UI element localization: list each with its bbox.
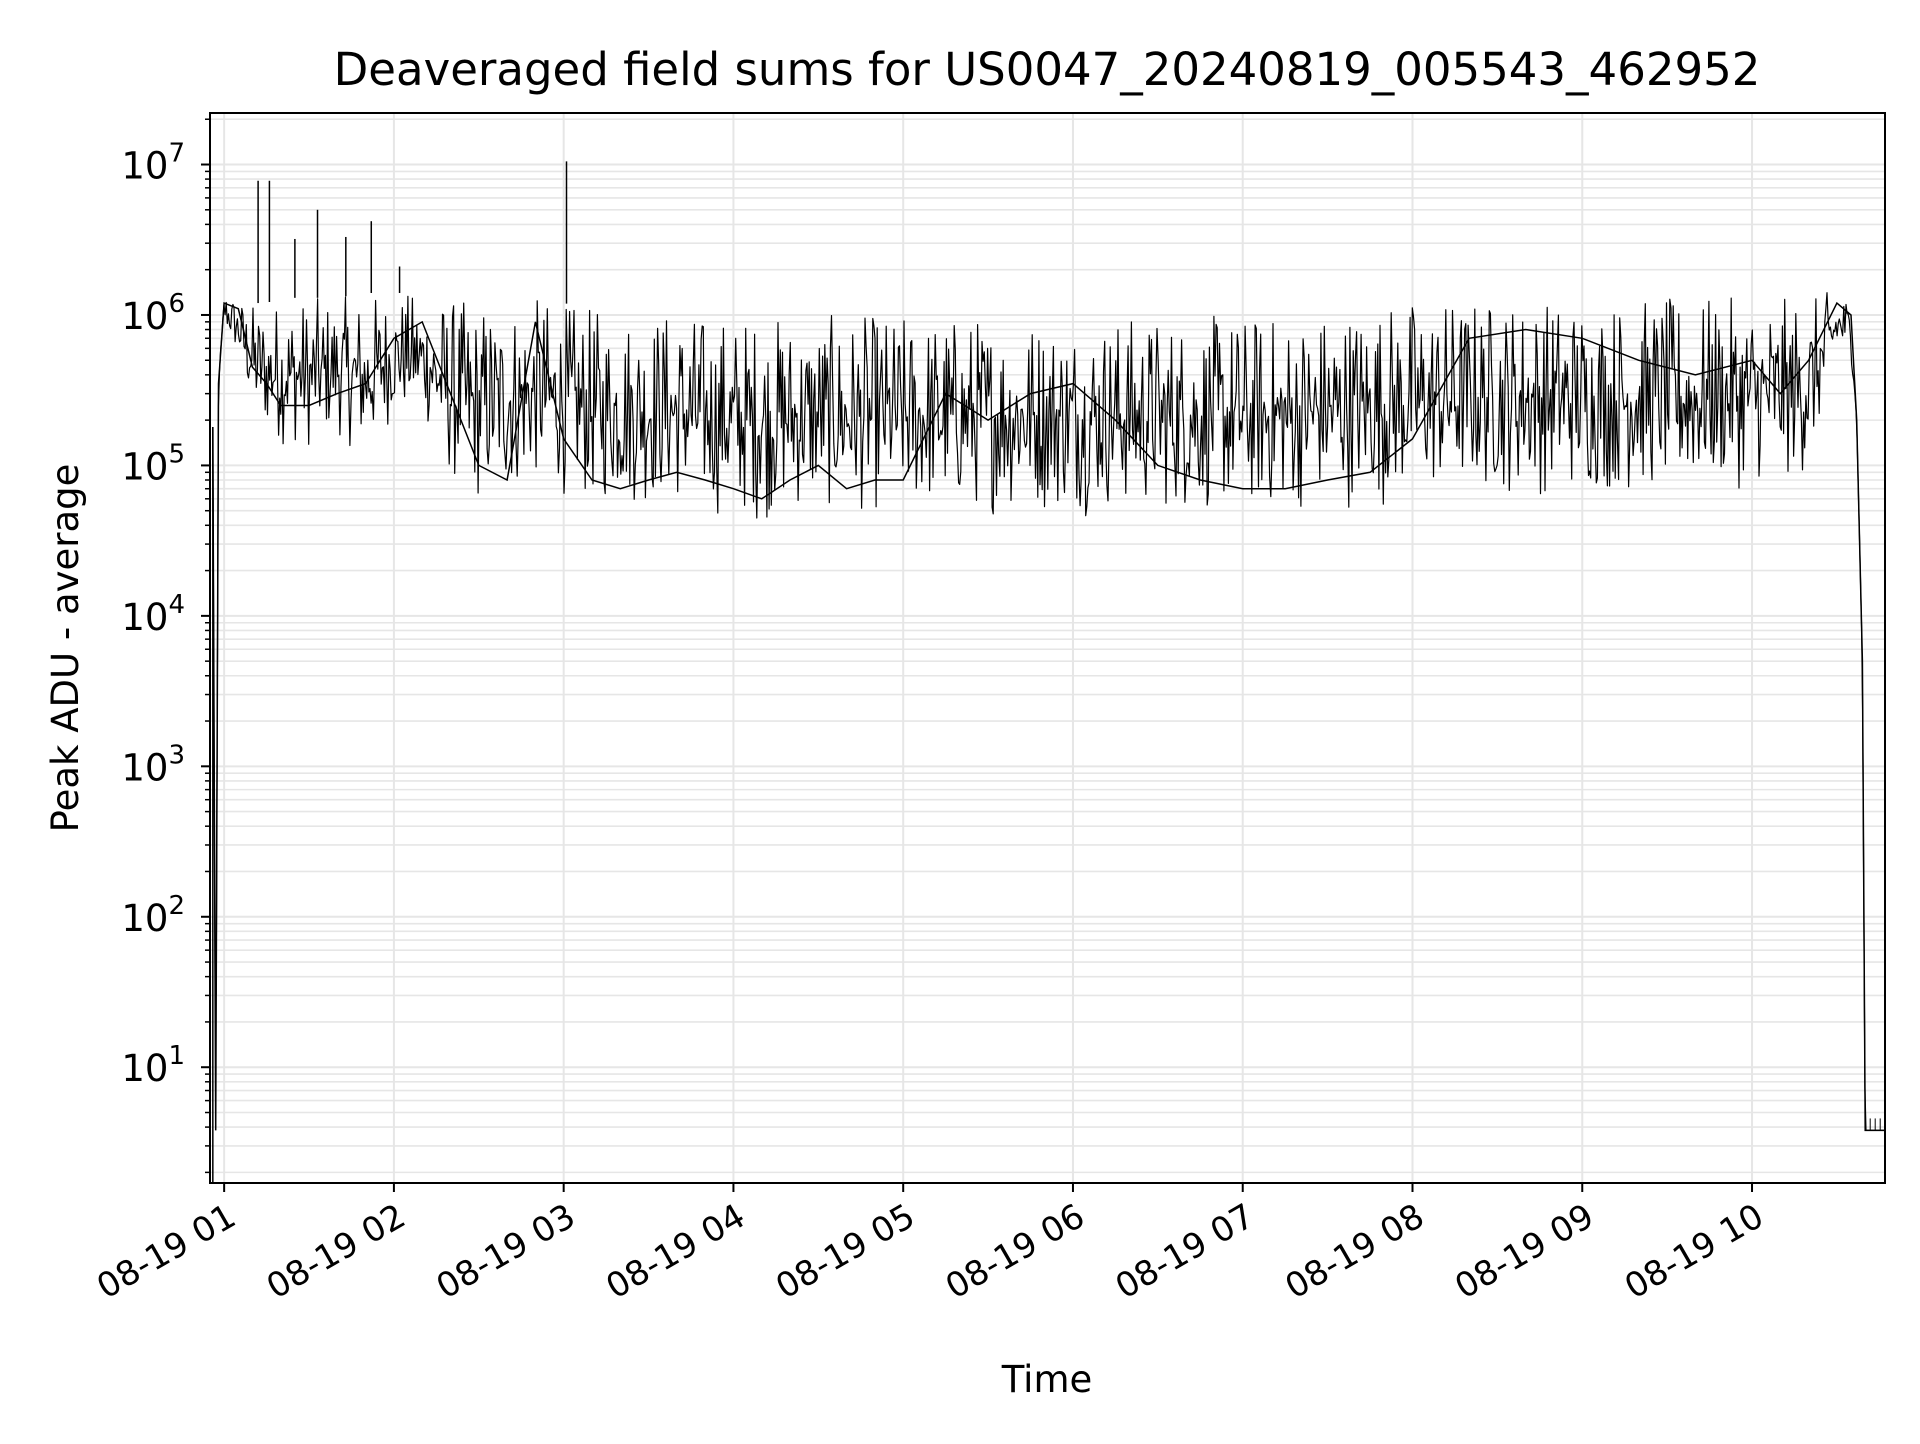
chart-title: Deaveraged field sums for US0047_2024081… <box>334 43 1761 96</box>
y-tick-label: 106 <box>121 289 185 338</box>
data-band-layer <box>212 292 1885 1131</box>
x-axis-label: Time <box>1001 1358 1093 1401</box>
y-axis-label: Peak ADU - average <box>44 464 87 833</box>
data-series-line <box>212 292 1885 1131</box>
y-tick-label: 105 <box>121 439 185 488</box>
data-line-layer <box>212 161 1885 1183</box>
data-series-trace <box>212 301 1885 1132</box>
plot-frame <box>209 112 1886 1184</box>
y-tick-label: 102 <box>121 891 185 940</box>
y-tick-label: 107 <box>121 139 185 188</box>
y-tick-label: 103 <box>121 740 185 789</box>
y-tick-label: 104 <box>121 590 185 639</box>
grid-layer <box>210 113 1885 1183</box>
y-tick-label: 101 <box>121 1041 185 1090</box>
